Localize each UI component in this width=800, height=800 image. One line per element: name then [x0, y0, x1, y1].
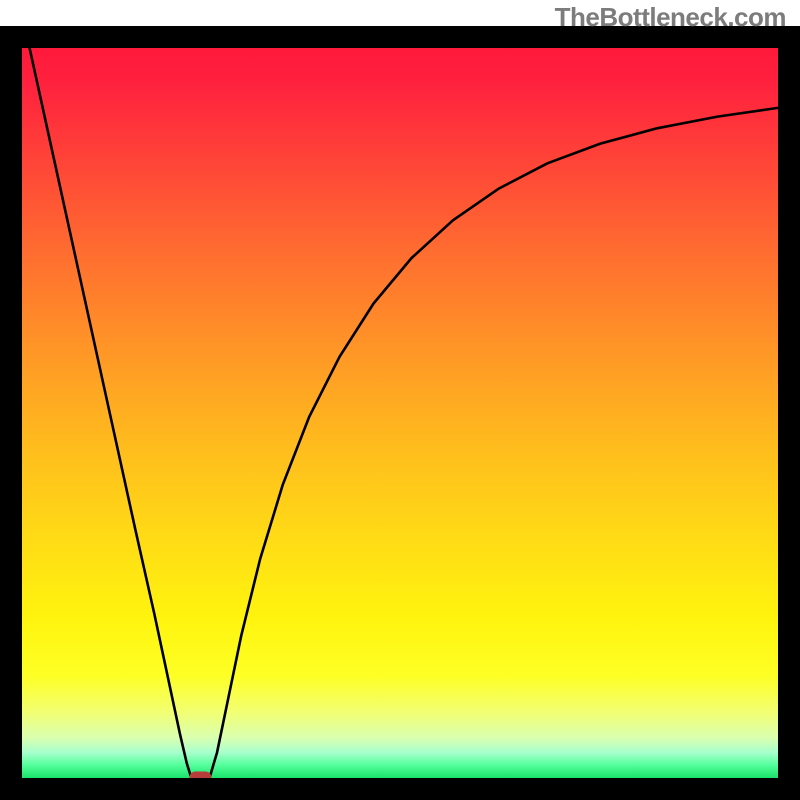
- plot-background: [22, 48, 778, 778]
- plot-svg: [0, 0, 800, 800]
- watermark-text: TheBottleneck.com: [555, 2, 786, 33]
- chart-canvas: TheBottleneck.com: [0, 0, 800, 800]
